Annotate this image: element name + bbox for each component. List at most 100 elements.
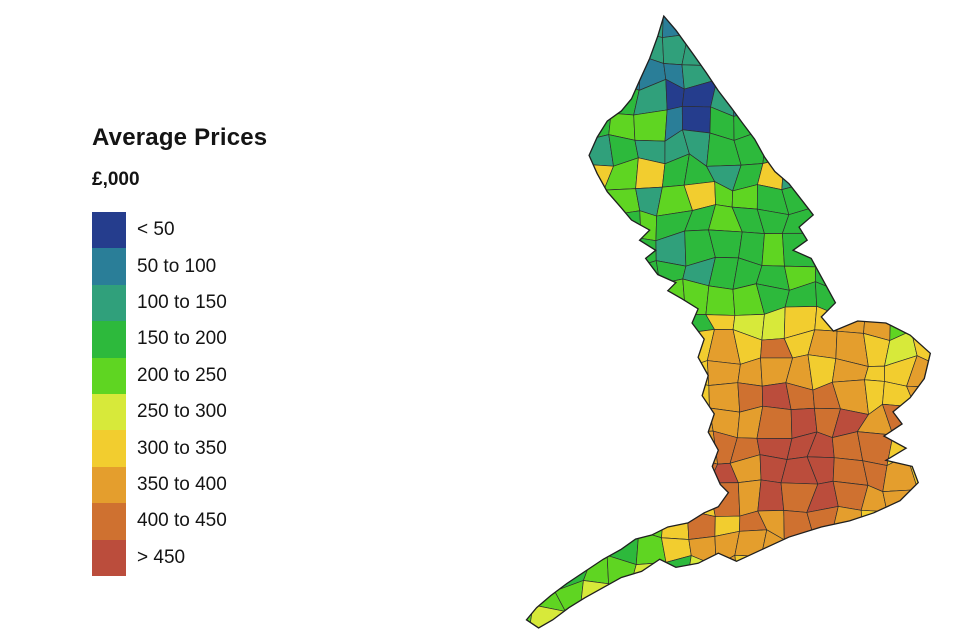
district-cell [884,181,916,216]
legend-swatch [92,503,126,540]
district-cell [906,213,931,236]
district-cell [864,365,885,382]
district-cell [430,559,465,590]
district-cell [454,313,490,339]
district-cell [661,379,687,411]
legend-item: 200 to 250 [92,357,267,394]
district-cell [714,606,736,628]
legend-item-label: > 450 [137,546,186,568]
district-cell [553,16,587,39]
legend-item-label: 50 to 100 [137,255,217,277]
district-cell [811,580,842,614]
district-cell [732,79,767,117]
district-cell [526,387,536,413]
district-cell [809,232,842,268]
district-cell [454,559,489,590]
district-cell [430,606,464,636]
district-cell [859,608,892,628]
district-cell [785,564,815,591]
district-cell [556,212,588,237]
legend-item: 100 to 150 [92,284,267,322]
district-cell [836,306,867,334]
district-cell [526,328,540,361]
district-cell [578,229,615,262]
district-cell [705,285,736,316]
legend-swatch [92,212,126,249]
legend-swatch [92,284,126,322]
district-cell [732,606,765,628]
district-cell [857,160,895,186]
district-cell [556,229,585,257]
district-cell [732,56,767,83]
district-cell [784,58,818,88]
district-cell [526,154,535,188]
district-cell [657,454,683,488]
district-cell [865,208,892,233]
district-cell [831,580,866,617]
england-map-svg [430,10,932,636]
district-cell [526,278,538,317]
district-cell [432,181,464,208]
district-cell [606,453,640,493]
district-cell [635,157,666,189]
district-cell [705,32,735,67]
district-cell [886,160,916,186]
district-cell [656,310,687,335]
district-cell [603,260,638,292]
district-cell [811,530,843,566]
district-cell [530,389,562,417]
district-cell [430,133,456,163]
district-cell [552,110,586,142]
district-cell [430,533,465,566]
district-cell [557,482,585,512]
district-cell [456,161,489,186]
district-cell [526,55,538,86]
district-cell [685,555,717,589]
district-cell [458,10,479,39]
district-cell [907,128,931,164]
legend-item: 50 to 100 [92,248,267,285]
district-cell [528,62,564,86]
district-cell [832,136,859,166]
district-cell [478,531,506,566]
district-cell [537,328,567,360]
district-cell [810,110,834,139]
district-cell [526,31,537,64]
district-cell [479,360,513,388]
district-cell [581,78,616,114]
legend-item: 150 to 200 [92,321,267,358]
district-cell [906,385,931,415]
district-cell [430,484,461,517]
district-cell [911,530,931,561]
legend-title: Average Prices [92,124,268,151]
district-cell [563,334,592,364]
district-cell [531,278,566,317]
district-cell [458,484,482,512]
district-cell [487,132,515,162]
district-cell [781,79,813,112]
district-cell [782,16,816,40]
district-cell [917,489,931,516]
district-cell [526,487,539,514]
district-cell [757,16,786,40]
district-cell [582,33,614,67]
district-cell [430,161,464,182]
legend-item: 250 to 300 [92,393,267,431]
district-cell [810,181,839,208]
district-cell [811,563,843,591]
district-cell [535,16,556,39]
district-cell [431,105,464,137]
district-cell [680,453,719,487]
district-cell [454,585,489,615]
district-cell [430,239,464,258]
district-cell [781,109,813,135]
district-cell [835,283,870,316]
district-cell [478,381,512,414]
district-cell [462,331,490,360]
district-cell [481,204,511,236]
district-cell [430,279,454,317]
district-cell [533,78,561,112]
district-cell [761,232,785,267]
district-cell [906,432,931,467]
district-cell [885,37,910,66]
